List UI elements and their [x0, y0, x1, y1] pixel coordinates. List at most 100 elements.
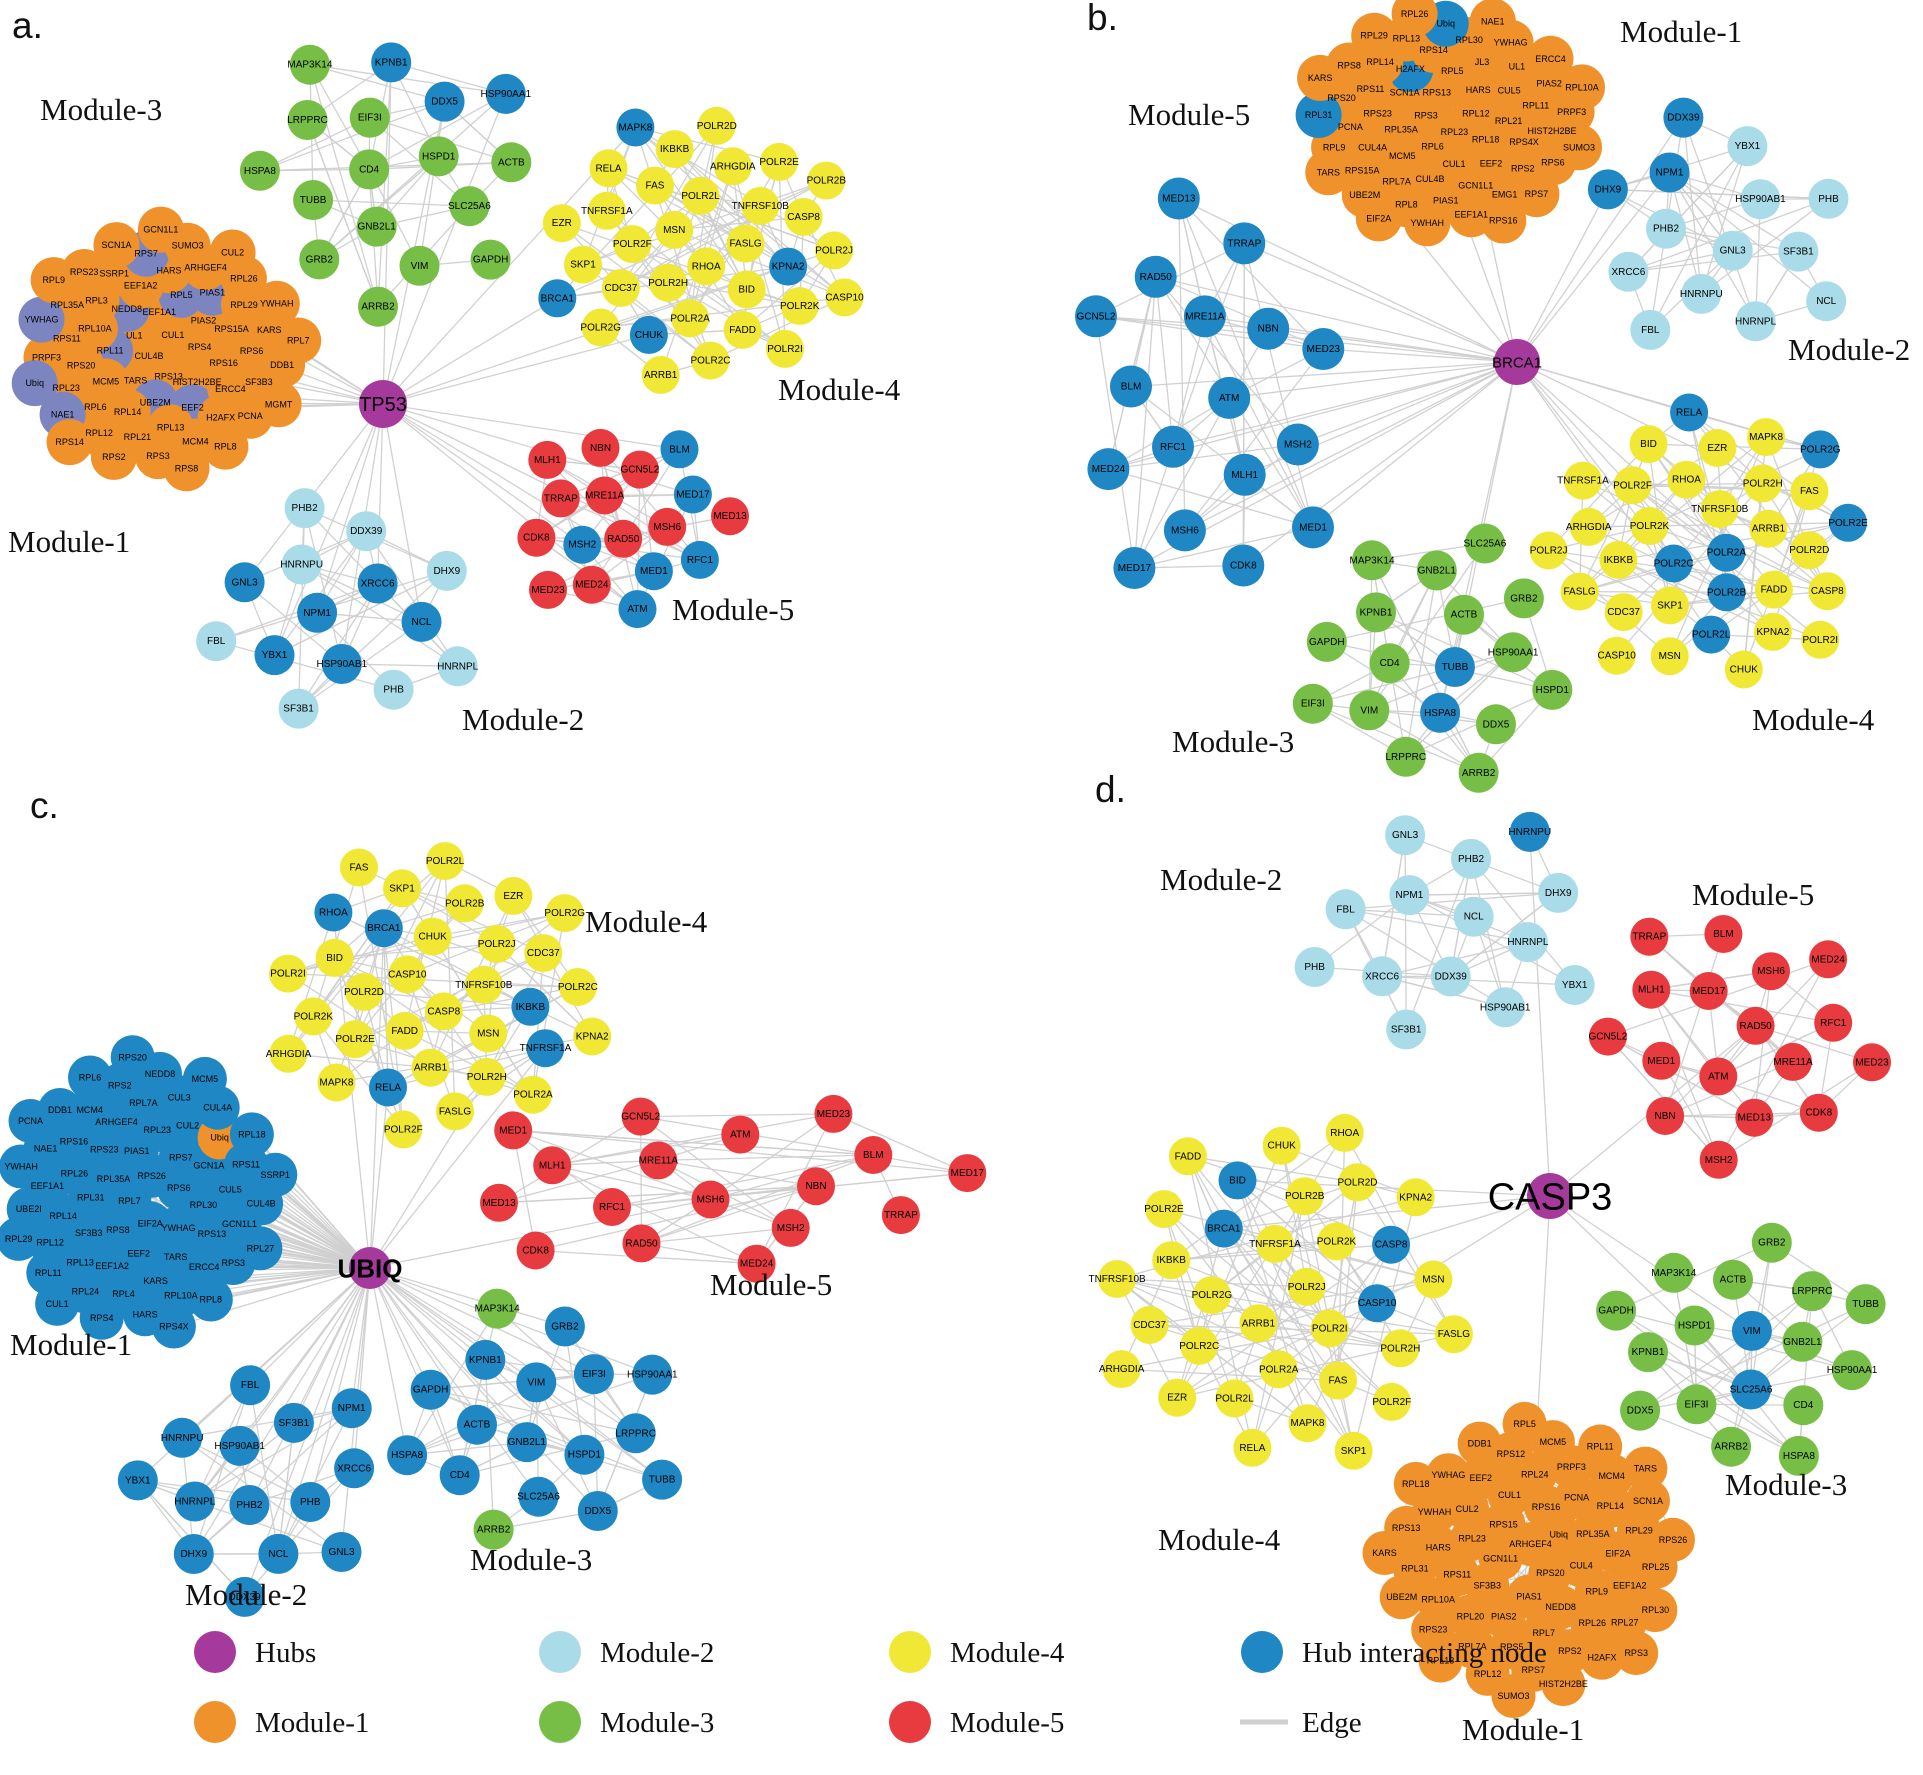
node-label-RPL13: RPL13 [1427, 1656, 1455, 1666]
node-label-GNB2L1: GNB2L1 [1783, 1337, 1822, 1348]
node-BLM [1704, 915, 1743, 953]
node-DDX5 [1620, 1390, 1661, 1431]
node-label-HSP90AA1: HSP90AA1 [481, 89, 532, 100]
node-label-RPL7: RPL7 [1532, 1628, 1555, 1638]
node-YBX1 [1727, 126, 1768, 167]
node-label-RHOA: RHOA [1330, 1128, 1359, 1139]
node-label-EEF2: EEF2 [1470, 1473, 1493, 1483]
node-FBL [1325, 889, 1366, 930]
node-HSP90AB1 [1485, 987, 1526, 1028]
node-label-ARHGDIA: ARHGDIA [266, 1049, 312, 1060]
node-label-CUL2: CUL2 [221, 248, 244, 258]
node-MSH6 [1163, 509, 1206, 552]
node-TNFRSF10B [1098, 1260, 1137, 1298]
node-TUBB [293, 180, 334, 220]
node-label-GNB2L1: GNB2L1 [508, 1437, 547, 1448]
node-label-LRPPRC: LRPPRC [1792, 1286, 1833, 1297]
node-label-POLR2E: POLR2E [759, 157, 799, 168]
node-label-POLR2A: POLR2A [1707, 548, 1747, 559]
node-label-POLR2I: POLR2I [270, 969, 306, 980]
node-label-MED24: MED24 [1092, 464, 1126, 475]
module-label-module-2: Module-2 [1788, 332, 1910, 367]
node-MRE11A [585, 476, 624, 515]
hub-node-CASP3 [1527, 1173, 1573, 1219]
node-POLR2A [671, 299, 710, 338]
node-label-RPL27: RPL27 [1611, 1618, 1639, 1628]
node-label-EZR: EZR [552, 218, 572, 229]
node-label-FASLG: FASLG [729, 239, 761, 250]
node-label-GCN5L2: GCN5L2 [1588, 1032, 1627, 1043]
node-label-RPS3: RPS3 [146, 451, 170, 461]
node-label-MCM5: MCM5 [1389, 151, 1416, 161]
node-LRPPRC [615, 1413, 656, 1454]
node-label-HSPD1: HSPD1 [1678, 1321, 1712, 1332]
node-label-KPNB1: KPNB1 [1632, 1347, 1665, 1358]
node-label-ARHGEF4: ARHGEF4 [95, 1117, 138, 1127]
node-POLR2H [649, 263, 688, 302]
node-CDK8 [1799, 1093, 1838, 1132]
node-label-RPL18: RPL18 [1472, 135, 1500, 145]
node-label-PHB2: PHB2 [1653, 224, 1680, 235]
node-label-RPL24: RPL24 [1521, 1469, 1549, 1479]
node-GRB2 [544, 1306, 585, 1347]
node-label-UBE2M: UBE2M [1386, 1592, 1417, 1602]
node-NAE1 [1469, 0, 1516, 45]
node-label-RPL20: RPL20 [1457, 1612, 1485, 1622]
node-POLR2J [477, 924, 516, 963]
node-CASP10 [825, 278, 864, 317]
node-POLR2K [780, 287, 819, 325]
node-label-RPS20: RPS20 [1536, 1568, 1565, 1578]
node-HNRNPU [281, 544, 322, 585]
node-label-SCN1A: SCN1A [1633, 1496, 1663, 1506]
node-label-HSPD1: HSPD1 [1536, 685, 1570, 696]
node-KARS [1362, 1531, 1407, 1575]
node-label-MED13: MED13 [1162, 194, 1196, 205]
node-TUBB [1845, 1284, 1886, 1325]
node-MED23 [1302, 328, 1345, 370]
node-label-RFC1: RFC1 [1160, 442, 1187, 453]
node-POLR2D [697, 106, 736, 145]
node-FASLG [1560, 572, 1599, 611]
node-label-POLR2I: POLR2I [1803, 635, 1839, 646]
node-label-MAP3K14: MAP3K14 [1349, 555, 1394, 566]
node-label-HARS: HARS [1466, 85, 1491, 95]
node-POLR2E [760, 142, 799, 181]
node-label-RPL12: RPL12 [85, 428, 113, 438]
node-label-POLR2B: POLR2B [445, 898, 485, 909]
node-label-BID: BID [1229, 1175, 1246, 1186]
node-label-POLR2F: POLR2F [384, 1124, 423, 1135]
legend-label: Module-1 [255, 1707, 369, 1739]
node-label-GCN5L2: GCN5L2 [620, 465, 659, 476]
node-MAPK8 [317, 1063, 356, 1102]
node-label-TUBB: TUBB [300, 195, 327, 206]
node-label-CASP10: CASP10 [1358, 1298, 1397, 1309]
node-MSH2 [771, 1208, 810, 1247]
node-RPL7 [275, 317, 322, 364]
node-label-RPS20: RPS20 [118, 1052, 147, 1062]
node-BLM [660, 430, 699, 469]
node-label-ATM: ATM [730, 1130, 750, 1141]
node-label-HNRNPL: HNRNPL [1507, 937, 1549, 948]
node-label-YBX1: YBX1 [1735, 141, 1761, 152]
node-label-DDB1: DDB1 [48, 1105, 72, 1115]
node-label-RPL35A: RPL35A [1576, 1529, 1610, 1539]
node-label-EEF2: EEF2 [128, 1249, 151, 1259]
hub-label-BRCA1: BRCA1 [1492, 354, 1542, 371]
node-MED23 [529, 570, 567, 609]
node-MAPK8 [616, 108, 655, 147]
node-label-CUL5: CUL5 [219, 1185, 242, 1195]
module-label-module-1: Module-1 [1462, 1712, 1584, 1747]
node-DDX39 [1663, 97, 1704, 138]
node-BID [1629, 425, 1668, 464]
node-label-MSN: MSN [1422, 1275, 1444, 1286]
node-label-MED24: MED24 [740, 1259, 774, 1270]
node-RPL10A [1559, 64, 1605, 111]
labels: CUL4B CUL1 RPS13 UL1 RPS4 TARS EEF1A1 HIST2H2BE… [8, 5, 901, 737]
node-LRPPRC [1385, 736, 1426, 777]
node-label-HARS: HARS [156, 265, 181, 275]
node-label-BLM: BLM [1121, 382, 1142, 393]
node-label-RPL14: RPL14 [1366, 57, 1394, 67]
node-label-RHOA: RHOA [1672, 475, 1701, 486]
node-label-ARHGDIA: ARHGDIA [1566, 522, 1612, 533]
node-label-CUL2: CUL2 [176, 1121, 199, 1131]
